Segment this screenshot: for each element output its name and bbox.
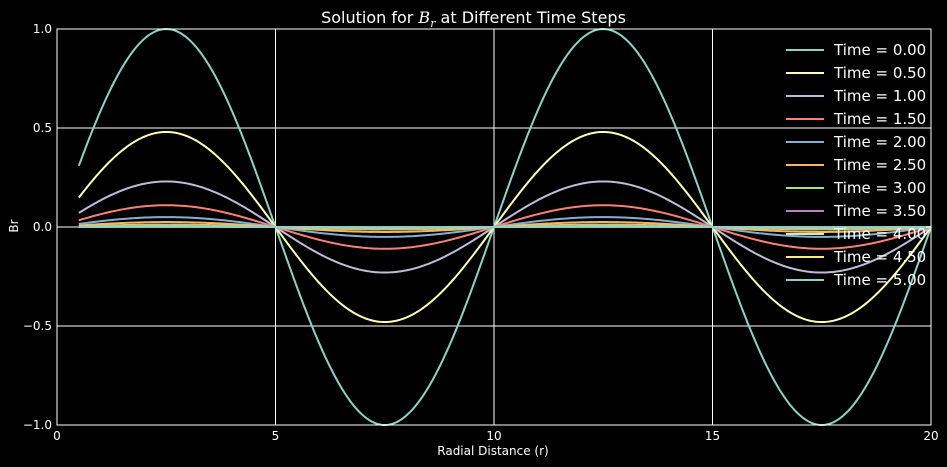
chart-title: Solution for Br at Different Time Steps <box>321 8 626 31</box>
legend-label: Time = 3.50 <box>834 202 927 220</box>
legend-label: Time = 5.00 <box>834 271 927 289</box>
x-tick-label: 20 <box>923 429 939 443</box>
legend-swatch <box>786 141 824 143</box>
legend-item: Time = 4.00 <box>786 224 946 247</box>
x-tick-label: 5 <box>271 429 280 443</box>
legend-swatch <box>786 210 824 212</box>
legend-label: Time = 2.00 <box>834 133 927 151</box>
y-tick-label: −1.0 <box>22 418 52 432</box>
legend-item: Time = 0.50 <box>786 63 946 86</box>
legend-swatch <box>786 49 824 51</box>
legend-swatch <box>786 256 824 258</box>
y-axis-label: Br <box>7 219 21 233</box>
series-line-1 <box>78 130 932 324</box>
legend-label: Time = 3.00 <box>834 179 927 197</box>
legend-label: Time = 2.50 <box>834 156 927 174</box>
legend-item: Time = 2.00 <box>786 132 946 155</box>
legend-item: Time = 1.50 <box>786 109 946 132</box>
legend-label: Time = 4.00 <box>834 225 927 243</box>
legend-item: Time = 1.00 <box>786 86 946 109</box>
legend-label: Time = 1.00 <box>834 87 927 105</box>
legend-swatch <box>786 72 824 74</box>
legend-item: Time = 4.50 <box>786 247 946 270</box>
x-tick-label: 10 <box>486 429 502 443</box>
y-tick-label: 0.5 <box>32 121 52 135</box>
legend-item: Time = 2.50 <box>786 155 946 178</box>
legend-label: Time = 0.50 <box>834 64 927 82</box>
x-tick-label: 15 <box>704 429 721 443</box>
legend-swatch <box>786 95 824 97</box>
legend-label: Time = 1.50 <box>834 110 927 128</box>
legend-item: Time = 5.00 <box>786 270 946 293</box>
y-tick-label: 0.0 <box>32 220 52 234</box>
legend: Time = 0.00 Time = 0.50 Time = 1.00 Time = … <box>786 40 946 293</box>
legend-label: Time = 4.50 <box>834 248 927 266</box>
x-axis-label: Radial Distance (r) <box>437 444 549 458</box>
legend-item: Time = 3.00 <box>786 178 946 201</box>
legend-swatch <box>786 279 824 281</box>
legend-item: Time = 0.00 <box>786 40 946 63</box>
y-tick-label: 1.0 <box>32 22 52 36</box>
y-tick-label: −0.5 <box>22 319 52 333</box>
x-tick-label: 0 <box>53 429 61 443</box>
series-line-2 <box>78 180 932 274</box>
legend-swatch <box>786 187 824 189</box>
series-line-3 <box>78 204 932 250</box>
series-line-0 <box>77 27 932 426</box>
legend-item: Time = 3.50 <box>786 201 946 224</box>
legend-label: Time = 0.00 <box>834 41 927 59</box>
legend-swatch <box>786 164 824 166</box>
legend-swatch <box>786 233 824 235</box>
legend-swatch <box>786 118 824 120</box>
